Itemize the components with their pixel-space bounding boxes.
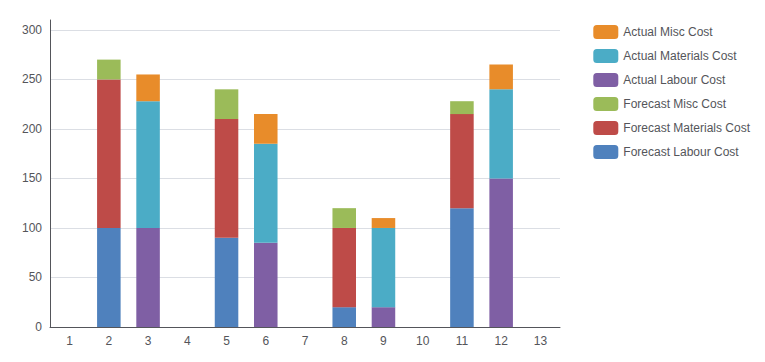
- svg-text:Actual Labour Cost: Actual Labour Cost: [623, 73, 726, 87]
- svg-text:50: 50: [29, 270, 43, 284]
- svg-text:6: 6: [262, 334, 269, 348]
- svg-text:11: 11: [456, 334, 469, 348]
- svg-text:4: 4: [184, 334, 191, 348]
- svg-text:150: 150: [22, 171, 42, 185]
- svg-text:Actual Misc Cost: Actual Misc Cost: [623, 25, 713, 39]
- svg-text:300: 300: [22, 23, 42, 37]
- svg-text:8: 8: [341, 334, 348, 348]
- svg-text:7: 7: [302, 334, 309, 348]
- svg-text:100: 100: [22, 221, 42, 235]
- svg-text:9: 9: [380, 334, 387, 348]
- svg-text:Forecast Labour Cost: Forecast Labour Cost: [623, 145, 739, 159]
- svg-text:Forecast Misc Cost: Forecast Misc Cost: [623, 97, 726, 111]
- svg-text:12: 12: [494, 334, 508, 348]
- svg-text:5: 5: [223, 334, 230, 348]
- svg-text:13: 13: [534, 334, 548, 348]
- svg-text:0: 0: [35, 320, 42, 334]
- svg-text:Forecast Materials Cost: Forecast Materials Cost: [623, 121, 750, 135]
- svg-text:3: 3: [145, 334, 152, 348]
- svg-text:1: 1: [66, 334, 73, 348]
- svg-text:2: 2: [106, 334, 113, 348]
- svg-text:Actual Materials Cost: Actual Materials Cost: [623, 49, 737, 63]
- svg-text:250: 250: [22, 72, 42, 86]
- svg-text:200: 200: [22, 122, 42, 136]
- svg-text:10: 10: [416, 334, 430, 348]
